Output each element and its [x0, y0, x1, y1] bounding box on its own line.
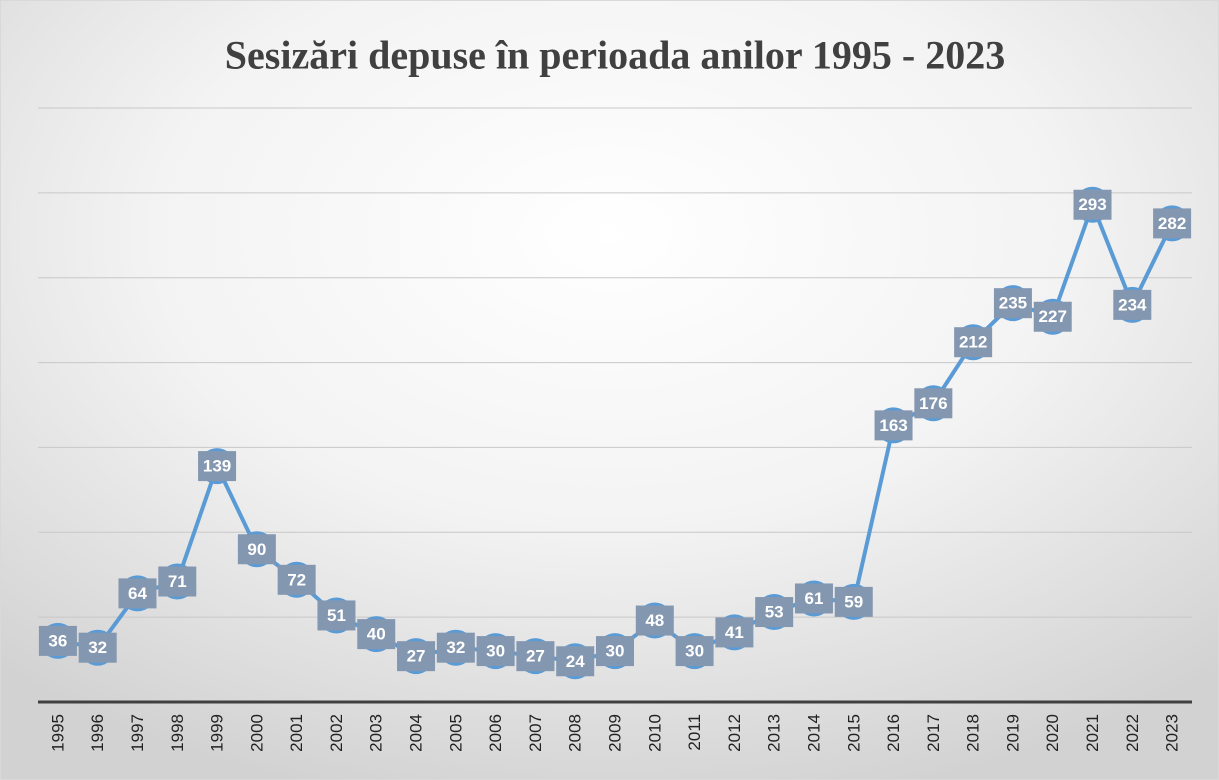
data-label: 64: [128, 584, 147, 603]
x-tick-label: 2021: [1083, 714, 1102, 752]
label-box: [874, 410, 913, 441]
data-label: 40: [367, 625, 386, 644]
x-tick-label: 1999: [208, 714, 227, 752]
x-tick-label: 2010: [645, 714, 664, 752]
label-box: [1113, 289, 1152, 320]
chart-title: Sesizări depuse în perioada anilor 1995 …: [225, 33, 1005, 78]
data-label: 234: [1118, 295, 1147, 314]
x-tick-label: 2012: [725, 714, 744, 752]
data-label: 176: [919, 394, 947, 413]
label-box: [277, 564, 316, 595]
x-tick-label: 2015: [844, 714, 863, 752]
x-tick-label: 2022: [1123, 714, 1142, 752]
label-box: [914, 388, 953, 419]
label-box: [158, 566, 197, 597]
label-box: [1153, 208, 1192, 239]
label-box: [755, 597, 794, 628]
data-label: 30: [486, 642, 505, 661]
x-tick-label: 2006: [486, 714, 505, 752]
label-box: [237, 534, 276, 565]
label-box: [516, 641, 555, 672]
x-tick-label: 2017: [924, 714, 943, 752]
x-tick-label: 2002: [327, 714, 346, 752]
label-box: [397, 641, 436, 672]
data-label: 24: [566, 652, 585, 671]
data-label: 27: [407, 647, 426, 666]
data-label: 163: [879, 416, 907, 435]
label-box: [357, 619, 396, 650]
data-label: 90: [247, 540, 266, 559]
x-tick-label: 2019: [1003, 714, 1022, 752]
label-box: [954, 327, 993, 358]
data-label: 30: [685, 642, 704, 661]
x-tick-label: 2016: [884, 714, 903, 752]
x-tick-label: 2013: [765, 714, 784, 752]
label-box: [1033, 301, 1072, 332]
x-tick-label: 1998: [168, 714, 187, 752]
data-label: 71: [168, 572, 187, 591]
data-label: 59: [844, 592, 863, 611]
label-box: [38, 625, 77, 656]
label-box: [436, 632, 475, 663]
x-tick-label: 2007: [526, 714, 545, 752]
x-tick-label: 1997: [128, 714, 147, 752]
label-box: [794, 583, 833, 614]
data-label: 282: [1158, 214, 1186, 233]
data-label: 212: [959, 333, 987, 352]
data-label: 32: [88, 638, 107, 657]
data-label: 139: [203, 457, 231, 476]
x-tick-label: 2008: [566, 714, 585, 752]
data-label: 36: [48, 631, 67, 650]
label-box: [596, 636, 634, 667]
x-tick-label: 2018: [964, 714, 983, 752]
label-box: [476, 636, 515, 667]
x-tick-label: 2020: [1043, 714, 1062, 752]
data-label: 41: [725, 623, 744, 642]
label-box: [635, 605, 674, 636]
x-tick-label: 2014: [804, 714, 823, 752]
x-tick-label: 2001: [287, 714, 306, 752]
data-label: 30: [606, 642, 625, 661]
x-tick-label: 2023: [1163, 714, 1182, 752]
data-label: 235: [999, 294, 1027, 313]
label-box: [993, 288, 1032, 319]
data-label: 61: [805, 589, 824, 608]
label-box: [118, 578, 157, 609]
x-tick-label: 2004: [407, 714, 426, 752]
data-label: 27: [526, 647, 545, 666]
label-box: [834, 586, 873, 617]
label-box: [715, 617, 754, 648]
label-box: [556, 646, 595, 677]
x-tick-label: 2011: [685, 714, 704, 751]
label-box: [1073, 189, 1112, 220]
label-box: [675, 636, 714, 667]
x-tick-label: 1996: [88, 714, 107, 752]
x-tick-label: 2000: [247, 714, 266, 752]
data-label: 227: [1039, 307, 1067, 326]
label-box: [198, 451, 237, 482]
label-box: [78, 632, 117, 663]
x-tick-label: 2009: [606, 714, 625, 752]
x-tick-label: 2003: [367, 714, 386, 752]
data-label: 32: [446, 638, 465, 657]
data-label: 293: [1078, 195, 1106, 214]
label-box: [317, 600, 356, 631]
data-label: 51: [327, 606, 346, 625]
x-tick-label: 2005: [446, 714, 465, 752]
x-tick-label: 1995: [48, 714, 67, 752]
data-label: 48: [645, 611, 664, 630]
data-label: 53: [765, 603, 784, 622]
data-label: 72: [287, 570, 306, 589]
